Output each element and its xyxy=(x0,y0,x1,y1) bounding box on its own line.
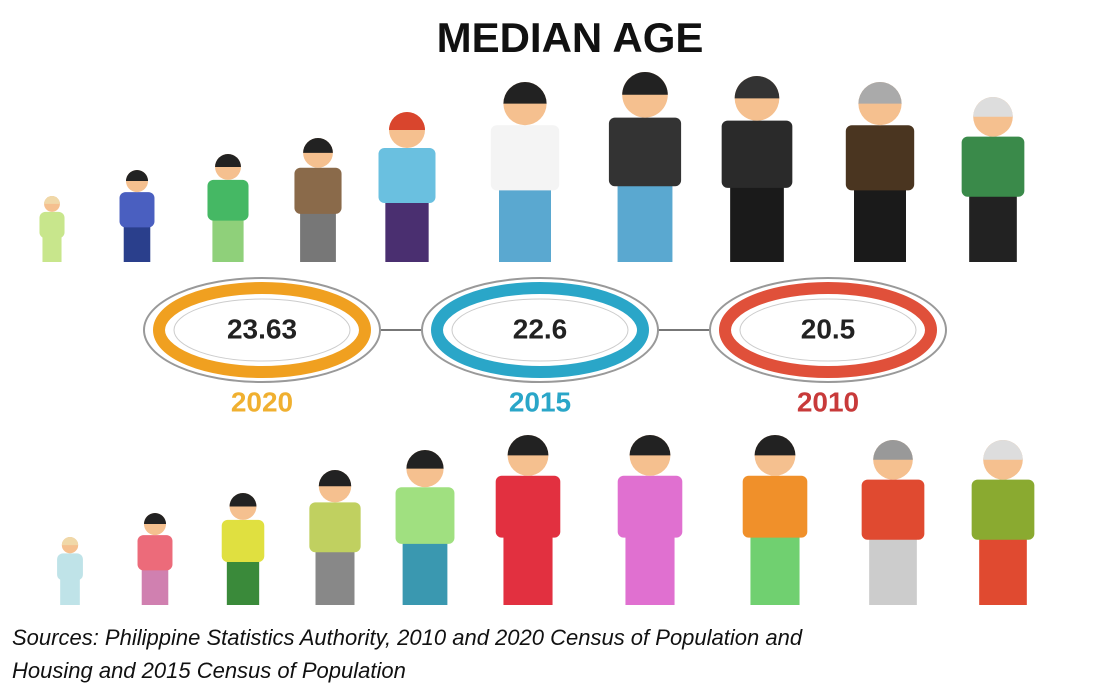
legs xyxy=(618,182,673,262)
person xyxy=(743,435,808,605)
person xyxy=(309,470,360,605)
legs xyxy=(124,223,151,262)
title: MEDIAN AGE xyxy=(437,14,704,61)
person xyxy=(972,440,1035,605)
median-age-value: 23.63 xyxy=(227,313,297,344)
body xyxy=(846,125,914,190)
person xyxy=(138,513,173,605)
median-age-value: 20.5 xyxy=(801,313,856,344)
person xyxy=(722,76,793,262)
body xyxy=(120,192,155,227)
person xyxy=(396,450,455,605)
legs xyxy=(212,217,243,262)
legs xyxy=(503,534,552,605)
legs xyxy=(385,199,428,262)
hair xyxy=(973,97,1013,117)
person xyxy=(120,170,155,262)
legs xyxy=(316,548,355,605)
body xyxy=(294,168,341,214)
legs xyxy=(142,566,169,605)
hair xyxy=(858,82,901,104)
body xyxy=(609,118,681,187)
person xyxy=(496,435,561,605)
person xyxy=(294,138,341,262)
person xyxy=(379,112,436,262)
legs xyxy=(979,536,1027,605)
rings: 23.63 2020 22.6 2015 20.5 2010 xyxy=(144,278,946,417)
person xyxy=(207,154,248,262)
body xyxy=(491,125,559,190)
body xyxy=(722,121,793,188)
legs xyxy=(730,184,784,262)
legs xyxy=(403,540,448,605)
legs xyxy=(854,186,906,262)
hair xyxy=(62,537,78,545)
hair xyxy=(630,435,671,455)
hair xyxy=(873,440,913,460)
person xyxy=(618,435,683,605)
infographic: MEDIAN AGE 23.63 2020 22.6 2015 20.5 2010 Sou… xyxy=(0,0,1119,684)
hair xyxy=(303,138,333,153)
body xyxy=(379,148,436,203)
hair xyxy=(735,76,780,98)
person xyxy=(846,82,914,262)
body xyxy=(57,553,83,580)
legs xyxy=(625,534,674,605)
legs xyxy=(60,576,80,605)
hair xyxy=(389,112,425,130)
legs xyxy=(869,536,917,605)
hair xyxy=(755,435,796,455)
person xyxy=(609,72,681,262)
hair xyxy=(230,493,257,506)
person xyxy=(57,537,83,605)
year-label: 2020 xyxy=(231,386,293,417)
year-label: 2010 xyxy=(797,386,859,417)
body xyxy=(618,476,683,538)
legs xyxy=(499,186,551,262)
body xyxy=(39,212,64,238)
median-age-value: 22.6 xyxy=(513,313,568,344)
person xyxy=(491,82,559,262)
body xyxy=(138,535,173,570)
legs xyxy=(969,193,1017,262)
body xyxy=(222,520,265,562)
person xyxy=(222,493,265,605)
person xyxy=(39,196,64,262)
body xyxy=(496,476,561,538)
hair xyxy=(44,196,60,204)
body xyxy=(396,487,455,544)
hair xyxy=(622,72,668,95)
source-line: Housing and 2015 Census of Population xyxy=(12,658,406,683)
body xyxy=(743,476,808,538)
legs xyxy=(227,558,259,605)
hair xyxy=(406,450,443,469)
body xyxy=(962,137,1025,197)
hair xyxy=(215,154,241,167)
year-label: 2015 xyxy=(509,386,571,417)
hair xyxy=(126,170,148,181)
hair xyxy=(144,513,166,524)
body xyxy=(972,480,1035,540)
hair xyxy=(983,440,1023,460)
person xyxy=(862,440,925,605)
legs xyxy=(42,234,61,262)
hair xyxy=(503,82,546,104)
source-line: Sources: Philippine Statistics Authority… xyxy=(12,625,803,650)
person xyxy=(962,97,1025,262)
hair xyxy=(508,435,549,455)
legs xyxy=(300,210,336,262)
body xyxy=(309,502,360,552)
hair xyxy=(319,470,351,486)
body xyxy=(862,480,925,540)
body xyxy=(207,180,248,221)
legs xyxy=(750,534,799,605)
